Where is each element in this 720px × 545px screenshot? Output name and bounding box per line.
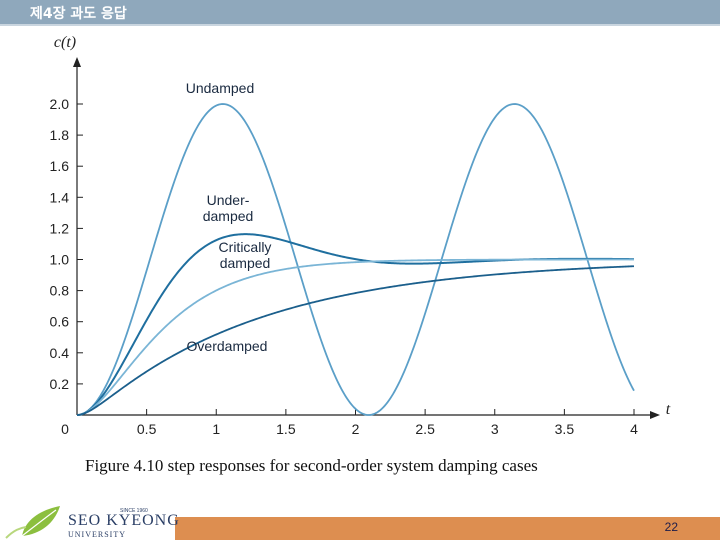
header-stripe (0, 24, 720, 26)
logo-since: SINCE 1960 (120, 508, 148, 514)
x-tick-label: 4 (630, 421, 638, 437)
x-axis-arrow (650, 411, 660, 419)
x-tick-label: 3 (491, 421, 499, 437)
y-tick-label: 1.0 (50, 252, 70, 268)
series-undamped (76, 103, 635, 416)
chart-curves (76, 103, 635, 416)
university-logo (0, 500, 175, 540)
y-axis-arrow (73, 57, 81, 67)
x-tick-label: 0.5 (137, 421, 157, 437)
series-label-underdamped: Under- (207, 192, 250, 208)
header-bar (0, 0, 720, 24)
series-label-undamped: Undamped (186, 80, 255, 96)
logo-name: SEO KYEONG (68, 512, 180, 529)
series-label-underdamped: damped (203, 208, 254, 224)
x-tick-label: 2.5 (415, 421, 435, 437)
y-tick-label: 2.0 (50, 96, 70, 112)
x-tick-label: 0 (61, 421, 69, 437)
footer-bar (0, 517, 720, 540)
x-tick-label: 3.5 (555, 421, 575, 437)
series-critically-damped (76, 258, 634, 416)
leaf-icon (5, 506, 60, 539)
y-tick-label: 0.6 (50, 314, 70, 330)
series-underdamped (76, 233, 635, 416)
series-label-critically-damped: damped (220, 255, 271, 271)
y-tick-label: 0.8 (50, 283, 70, 299)
x-axis-label: t (666, 401, 671, 418)
series-overdamped (76, 265, 635, 416)
x-tick-label: 2 (352, 421, 360, 437)
step-response-chart: 0 0.5 1 1.5 2 2.5 3 3.5 4 0.2 0.4 0.6 0.8 1.0 1.2 1.4 1.… (50, 34, 671, 437)
series-label-critically-damped: Critically (219, 239, 272, 255)
logo-university: UNIVERSITY (68, 530, 126, 539)
y-tick-label: 1.6 (50, 158, 70, 174)
figure-caption: Figure 4.10 step responses for second-or… (85, 456, 538, 475)
y-tick-label: 1.2 (50, 220, 70, 236)
y-tick-label: 0.2 (50, 376, 70, 392)
chart-axes: 0 0.5 1 1.5 2 2.5 3 3.5 4 0.2 0.4 0.6 0.8 1.0 1.2 1.4 1.… (50, 34, 671, 437)
chapter-title: 제4장 과도 응답 (30, 6, 127, 22)
x-tick-label: 1 (212, 421, 220, 437)
chart-labels: UndampedUnder-dampedCriticallydampedOver… (186, 80, 272, 354)
y-tick-label: 1.4 (50, 189, 70, 205)
page-number: 22 (664, 520, 678, 534)
series-label-overdamped: Overdamped (187, 338, 268, 354)
x-tick-label: 1.5 (276, 421, 296, 437)
y-axis-label: c(t) (54, 34, 76, 51)
y-tick-label: 1.8 (50, 127, 70, 143)
y-tick-label: 0.4 (50, 345, 70, 361)
